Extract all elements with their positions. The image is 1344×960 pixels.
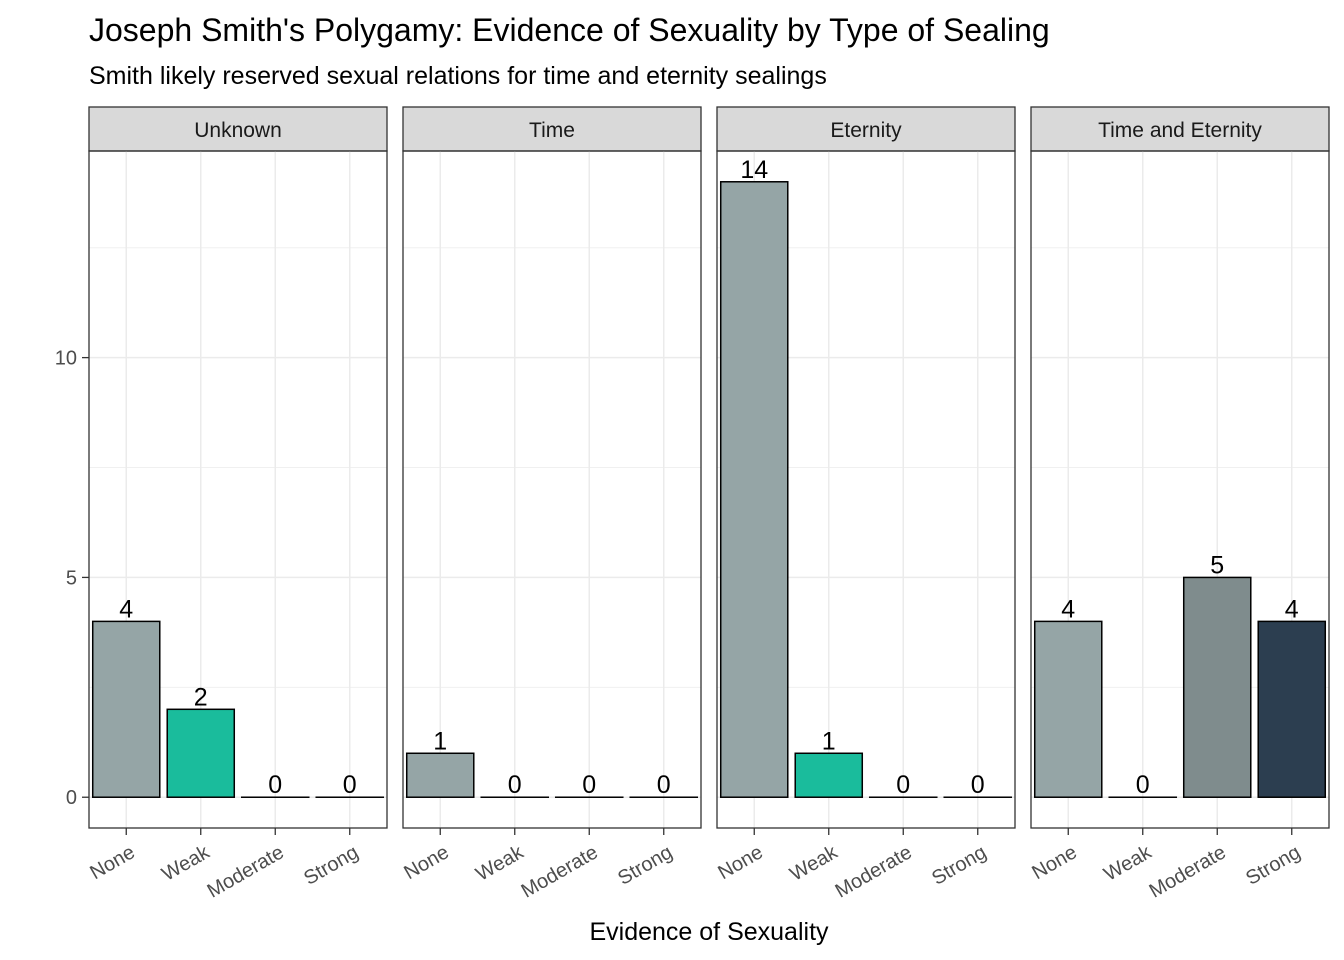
bar-value-label: 14 [740, 156, 768, 184]
panel-border [1030, 150, 1330, 829]
strip-label: Time [529, 119, 575, 142]
x-tick-label: Strong [614, 841, 676, 890]
panel-eternity: Eternity 14 None 1 Weak 0 Moderate 0 Strong [714, 106, 1016, 903]
panel-border [402, 150, 702, 829]
x-tick-label: Weak [1100, 841, 1156, 886]
x-tick-label: Strong [300, 841, 362, 890]
strip-background [88, 106, 388, 152]
bar-value-label: 0 [896, 771, 910, 799]
bar-moderate [1182, 576, 1252, 798]
panels: Unknown 4 None 2 Weak 0 Moderate 0 Strong Time 1 No… [86, 106, 1330, 903]
strip-label: Eternity [830, 119, 902, 142]
x-tick-label: None [1028, 841, 1080, 884]
bar-none [91, 620, 161, 798]
bar-none [405, 752, 475, 798]
bar-strong [1257, 620, 1327, 798]
bar-value-label: 4 [1285, 595, 1299, 623]
bar-value-label: 1 [822, 727, 836, 755]
chart-title: Joseph Smith's Polygamy: Evidence of Sex… [89, 12, 1050, 48]
x-tick-label: Moderate [1146, 841, 1230, 902]
bar-value-label: 4 [119, 595, 133, 623]
panel-time: Time 1 None 0 Weak 0 Moderate 0 Strong [400, 106, 702, 903]
chart-subtitle: Smith likely reserved sexual relations f… [89, 62, 827, 90]
panel-border [88, 150, 388, 829]
bar-value-label: 0 [343, 771, 357, 799]
bar-value-label: 0 [268, 771, 282, 799]
panel-border [716, 150, 1016, 829]
x-tick-label: Weak [472, 841, 528, 886]
x-tick-label: Weak [158, 841, 214, 886]
panel-unknown: Unknown 4 None 2 Weak 0 Moderate 0 Strong [86, 106, 388, 903]
bar-value-label: 5 [1210, 551, 1224, 579]
bar-weak [166, 708, 236, 798]
bar-value-label: 2 [194, 683, 208, 711]
x-tick-label: Moderate [204, 841, 288, 902]
strip-label: Time and Eternity [1098, 119, 1262, 142]
bar-value-label: 0 [582, 771, 596, 799]
x-tick-label: Weak [786, 841, 842, 886]
x-tick-label: None [714, 841, 766, 884]
x-tick-label: None [86, 841, 138, 884]
bar-weak [794, 752, 864, 798]
bar-value-label: 0 [971, 771, 985, 799]
bar-value-label: 0 [657, 771, 671, 799]
x-tick-label: Moderate [518, 841, 602, 902]
strip-background [1030, 106, 1330, 152]
x-tick-label: Strong [928, 841, 990, 890]
strip-label: Unknown [194, 119, 282, 142]
y-axis: 0 5 10 [55, 348, 89, 809]
x-tick-label: Strong [1242, 841, 1304, 890]
bar-value-label: 0 [1136, 771, 1150, 799]
strip-background [402, 106, 702, 152]
x-tick-label: Moderate [832, 841, 916, 902]
bar-value-label: 4 [1061, 595, 1075, 623]
x-tick-label: None [400, 841, 452, 884]
bar-none [719, 181, 789, 798]
x-axis-title: Evidence of Sexuality [589, 918, 829, 946]
bar-none [1033, 620, 1103, 798]
bar-value-label: 0 [508, 771, 522, 799]
y-tick-label: 0 [66, 787, 77, 809]
y-tick-label: 10 [55, 348, 77, 370]
y-tick-label: 5 [66, 567, 77, 589]
panel-time-and-eternity: Time and Eternity 4 None 0 Weak 5 Moderate 4 Str… [1028, 106, 1330, 903]
bar-value-label: 1 [433, 727, 447, 755]
